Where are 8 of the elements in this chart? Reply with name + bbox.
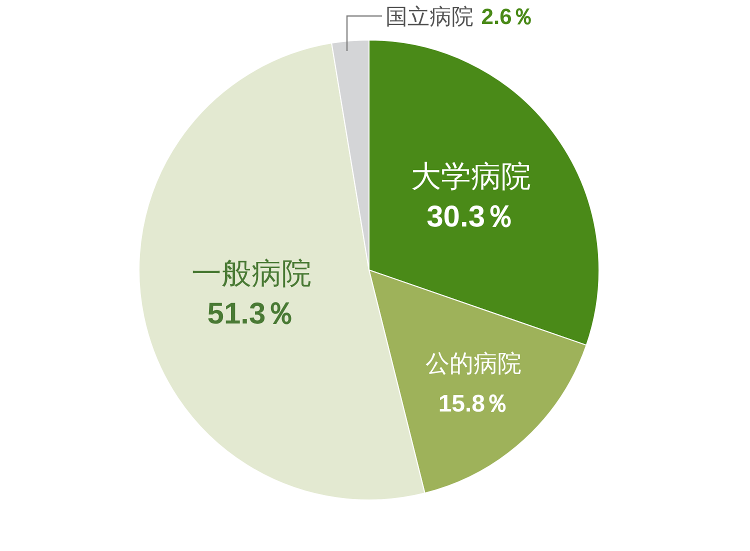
data-label: 51.3％ — [207, 297, 296, 330]
data-label: 30.3％ — [426, 200, 516, 234]
slice-label: 一般病院 — [191, 257, 312, 290]
data-label: 15.8％ — [438, 390, 510, 418]
slice-label: 公的病院 — [426, 350, 522, 378]
data-label: 2.6％ — [481, 4, 534, 29]
slice-label: 大学病院 — [410, 160, 531, 194]
slice-label: 国立病院 — [385, 4, 474, 29]
